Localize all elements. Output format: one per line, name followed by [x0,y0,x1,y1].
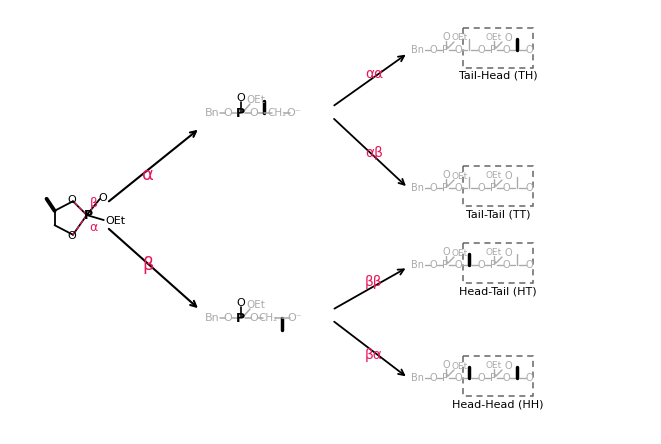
Text: O: O [98,193,107,203]
Text: O: O [429,45,437,55]
Text: O: O [454,260,462,270]
Text: O: O [454,183,462,193]
Text: O: O [237,93,245,103]
Text: O: O [502,260,510,270]
Text: Bn: Bn [205,313,219,323]
Text: O: O [67,195,76,205]
Text: CH₂: CH₂ [258,313,278,323]
Text: Head-Tail (HT): Head-Tail (HT) [459,286,537,296]
Text: O: O [477,373,485,383]
Text: P: P [490,373,496,383]
Text: P: P [84,209,93,222]
Text: P: P [442,45,448,55]
Text: OEt: OEt [452,361,468,370]
Text: O: O [477,260,485,270]
Text: OEt: OEt [452,171,468,181]
Text: OEt: OEt [486,247,502,257]
Text: O: O [477,45,485,55]
Text: OEt: OEt [486,32,502,41]
Text: OEt: OEt [452,33,468,43]
Text: OEt: OEt [247,300,266,310]
Bar [463,166,533,206]
Text: O: O [504,248,512,258]
Text: Tail-Tail (TT): Tail-Tail (TT) [466,209,530,219]
Text: OEt: OEt [452,249,468,258]
Text: ββ: ββ [366,275,383,289]
Text: O: O [223,313,233,323]
Text: Bn: Bn [412,183,424,193]
Text: Head-Head (HH): Head-Head (HH) [452,399,544,409]
Text: P: P [490,260,496,270]
Text: α: α [90,221,98,234]
Text: O: O [525,45,533,55]
Text: Bn: Bn [412,373,424,383]
Text: O: O [502,183,510,193]
Text: CH₂: CH₂ [268,108,287,118]
Text: β: β [142,256,154,274]
Text: O⁻: O⁻ [287,108,301,118]
Text: O: O [250,108,258,118]
Text: O: O [237,298,245,308]
Text: O: O [67,231,76,241]
Text: P: P [490,45,496,55]
Text: P: P [235,107,245,119]
Text: αα: αα [365,67,383,81]
Text: P: P [442,260,448,270]
Text: Bn: Bn [205,108,219,118]
Text: O: O [429,260,437,270]
Text: P: P [442,373,448,383]
Bar [463,356,533,396]
Text: O: O [429,183,437,193]
Text: Bn: Bn [412,45,424,55]
Text: O: O [442,170,450,180]
Text: Tail-Head (TH): Tail-Head (TH) [459,71,537,81]
Text: OEt: OEt [486,170,502,179]
Text: αβ: αβ [365,146,383,160]
Text: P: P [490,183,496,193]
Text: O: O [442,360,450,370]
Text: β: β [90,197,98,210]
Text: O: O [525,373,533,383]
Text: βα: βα [365,348,383,362]
Text: O: O [250,313,258,323]
Text: O: O [477,183,485,193]
Bar [463,243,533,283]
Text: O: O [502,45,510,55]
Text: O: O [429,373,437,383]
Text: OEt: OEt [106,216,126,226]
Text: Bn: Bn [412,260,424,270]
Text: O: O [442,32,450,42]
Text: O: O [454,373,462,383]
Text: O: O [442,247,450,257]
Text: O: O [223,108,233,118]
Text: P: P [235,312,245,325]
Text: OEt: OEt [486,361,502,369]
Text: O: O [504,171,512,181]
Bar [463,28,533,68]
Text: O: O [502,373,510,383]
Text: O: O [454,45,462,55]
Text: O: O [525,183,533,193]
Text: O⁻: O⁻ [288,313,302,323]
Text: P: P [442,183,448,193]
Text: O: O [525,260,533,270]
Text: α: α [142,166,154,184]
Text: O: O [504,361,512,371]
Text: OEt: OEt [247,95,266,105]
Text: O: O [504,33,512,43]
